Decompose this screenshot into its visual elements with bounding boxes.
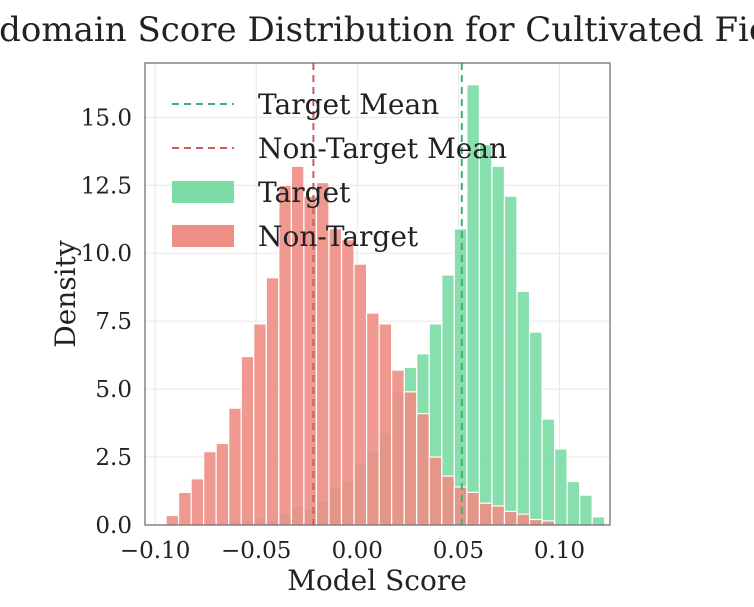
target-bar: [566, 480, 581, 526]
y-tick-label: 12.5: [81, 173, 132, 199]
target-bar: [491, 165, 506, 526]
non-target-bar: [228, 407, 242, 526]
non-target-bar: [441, 475, 455, 526]
target-bar: [579, 494, 593, 526]
non-target-bar: [478, 502, 493, 526]
legend-swatch-target: [172, 181, 234, 203]
non-target-bar: [240, 355, 255, 526]
x-tick-label: 0.05: [433, 538, 484, 564]
non-target-bar: [378, 323, 393, 526]
non-target-bar: [328, 228, 343, 526]
target-bar: [503, 195, 518, 526]
non-target-bar: [516, 513, 531, 526]
target-bar: [453, 228, 468, 526]
y-tick-label: 10.0: [81, 241, 132, 267]
target-bar: [528, 331, 543, 526]
legend-label-non-target: Non-Target: [258, 220, 419, 253]
y-tick-label: 7.5: [95, 309, 132, 335]
y-tick-label: 15.0: [81, 105, 132, 131]
non-target-bar: [528, 518, 543, 526]
plot-frame: [144, 62, 611, 526]
non-target-bar: [503, 510, 518, 526]
legend-swatch-non-target: [172, 225, 234, 247]
non-target-bar: [177, 491, 192, 526]
target-bar: [554, 448, 568, 526]
legend-label-target: Target: [258, 176, 351, 209]
non-target-bar: [466, 491, 480, 526]
x-tick-label: −0.10: [120, 538, 190, 564]
non-target-bar: [215, 442, 230, 526]
non-target-bar: [365, 312, 380, 526]
y-axis-ticks: 0.0 2.5 5.0 7.5 10.0 12.5 15.0: [81, 105, 132, 539]
target-bar: [591, 516, 606, 526]
non-target-bar: [428, 456, 443, 526]
x-axis-ticks: −0.10 −0.05 0.00 0.05 0.10: [120, 538, 585, 564]
legend-label-non-target-mean: Non-Target Mean: [258, 132, 507, 165]
non-target-bar: [416, 412, 430, 526]
x-tick-label: 0.00: [332, 538, 383, 564]
non-target-bar: [391, 369, 405, 526]
mean-lines: [312, 63, 463, 525]
chart-title: In-domain Score Distribution for Cultiva…: [0, 10, 754, 50]
non-target-bar: [165, 514, 180, 526]
non-target-bar: [541, 520, 556, 526]
non-target-bar: [340, 239, 355, 526]
x-axis-label: Model Score: [287, 564, 467, 597]
non-target-bars: [165, 165, 556, 526]
legend-label-target-mean: Target Mean: [258, 88, 439, 121]
y-tick-label: 5.0: [95, 377, 132, 403]
non-target-bar: [403, 391, 418, 526]
legend: Target Mean Non-Target Mean Target Non-Targ…: [172, 88, 507, 253]
x-tick-label: −0.05: [221, 538, 291, 564]
non-target-bar: [253, 323, 267, 526]
target-bar: [541, 418, 556, 526]
non-target-bar: [453, 486, 468, 526]
non-target-bar: [491, 505, 506, 526]
non-target-bar: [203, 451, 217, 526]
y-axis-label: Density: [49, 240, 82, 348]
y-tick-label: 0.0: [95, 513, 132, 539]
non-target-bar: [190, 478, 205, 526]
target-bar: [516, 290, 531, 526]
x-tick-label: 0.10: [534, 538, 585, 564]
non-target-bar: [353, 263, 368, 526]
non-target-bar: [265, 277, 280, 526]
y-tick-label: 2.5: [95, 445, 132, 471]
target-bar: [478, 143, 493, 526]
